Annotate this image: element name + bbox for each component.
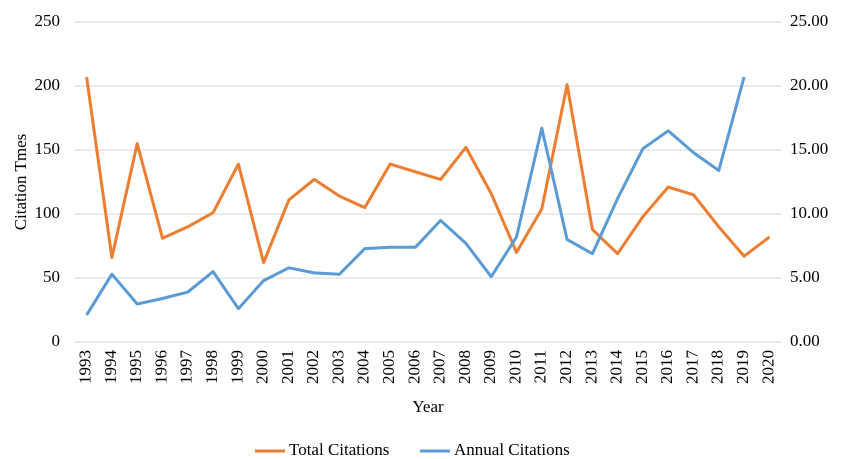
y-tick-label: 100 xyxy=(35,203,61,222)
data-line xyxy=(85,76,771,265)
x-tick-label: 2017 xyxy=(682,350,701,385)
y2-tick-label: 20.00 xyxy=(790,75,828,94)
x-tick-label: 2002 xyxy=(303,350,322,384)
x-axis-label: Year xyxy=(412,397,444,416)
x-tick-label: 1996 xyxy=(151,350,170,384)
x-tick-label: 2012 xyxy=(556,350,575,384)
y-tick-label: 50 xyxy=(43,267,60,286)
x-tick-label: 1994 xyxy=(101,350,120,385)
x-tick-label: 2003 xyxy=(328,350,347,384)
x-tick-label: 2015 xyxy=(632,350,651,384)
x-tick-label: 2020 xyxy=(758,350,777,384)
x-tick-label: 1995 xyxy=(126,350,145,384)
x-tick-label: 2007 xyxy=(430,350,449,385)
x-tick-label: 2004 xyxy=(354,350,373,385)
y2-tick-label: 0.00 xyxy=(790,331,820,350)
x-tick-label: 2009 xyxy=(480,350,499,384)
data-line xyxy=(85,76,746,316)
x-tick-label: 2019 xyxy=(733,350,752,384)
x-tick-label: 1998 xyxy=(202,350,221,384)
y-tick-label: 250 xyxy=(35,11,61,30)
x-tick-label: 2013 xyxy=(581,350,600,384)
x-tick-label: 2018 xyxy=(708,350,727,384)
x-tick-label: 2008 xyxy=(455,350,474,384)
x-tick-label: 2006 xyxy=(404,350,423,384)
y2-tick-label: 15.00 xyxy=(790,139,828,158)
legend-label: Annual Citations xyxy=(454,440,570,459)
y-tick-label: 150 xyxy=(35,139,61,158)
x-tick-label: 2011 xyxy=(531,350,550,383)
legend-label: Total Citations xyxy=(289,440,389,459)
x-tick-label: 2014 xyxy=(607,350,626,385)
x-tick-label: 1993 xyxy=(76,350,95,384)
y2-tick-label: 5.00 xyxy=(790,267,820,286)
y-tick-label: 200 xyxy=(35,75,61,94)
x-tick-label: 2000 xyxy=(253,350,272,384)
x-tick-label: 1997 xyxy=(177,350,196,385)
y2-tick-label: 10.00 xyxy=(790,203,828,222)
x-tick-label: 2010 xyxy=(505,350,524,384)
x-tick-label: 2001 xyxy=(278,350,297,384)
x-tick-label: 2005 xyxy=(379,350,398,384)
y-tick-label: 0 xyxy=(52,331,61,350)
x-tick-label: 1999 xyxy=(227,350,246,384)
y-axis-label: Citation Tmes xyxy=(11,134,30,231)
y2-tick-label: 25.00 xyxy=(790,11,828,30)
x-tick-label: 2016 xyxy=(657,350,676,384)
